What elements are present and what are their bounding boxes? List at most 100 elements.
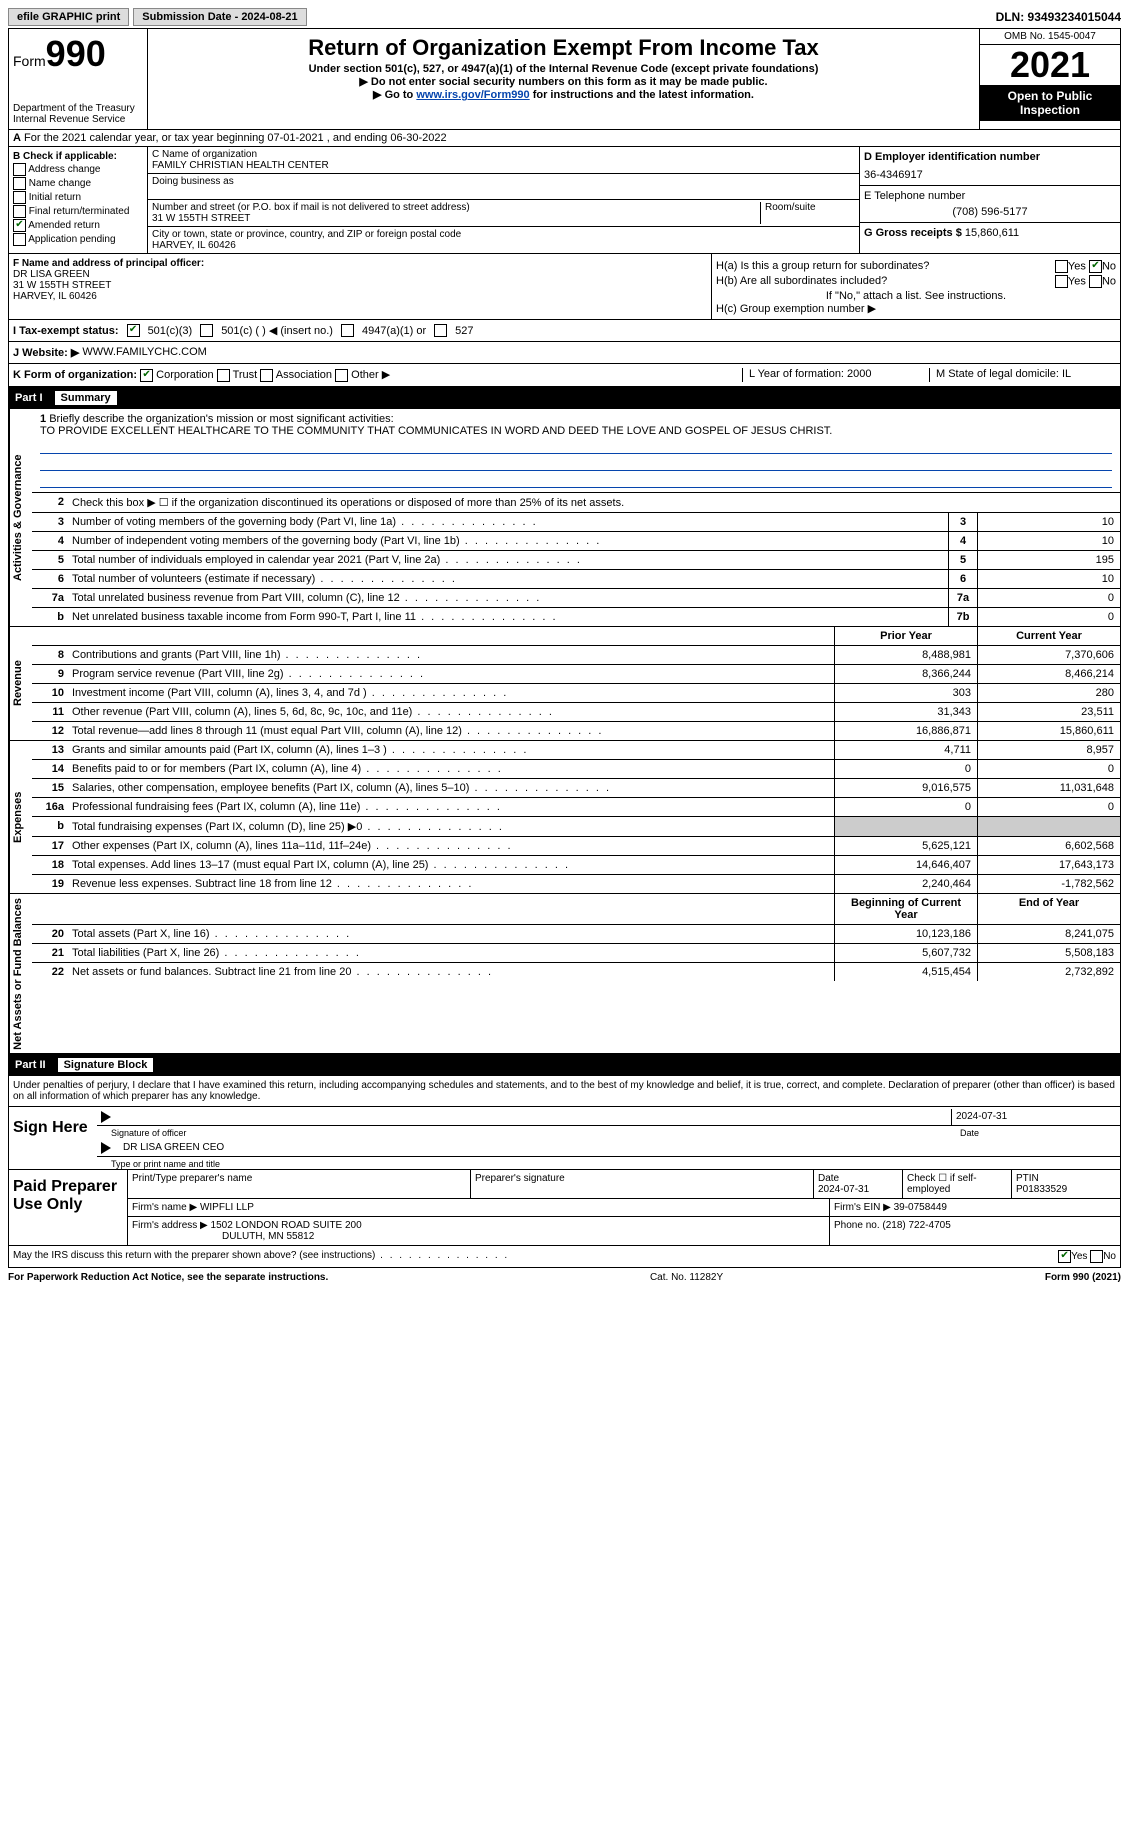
current-value: 23,511	[977, 703, 1120, 721]
col-b: B Check if applicable: Address change Na…	[9, 147, 148, 253]
current-value: 0	[977, 798, 1120, 816]
state-domicile: M State of legal domicile: IL	[929, 368, 1116, 382]
line-desc: Salaries, other compensation, employee b…	[68, 779, 834, 797]
line-desc: Total number of volunteers (estimate if …	[68, 570, 948, 588]
dba-label: Doing business as	[152, 176, 855, 187]
netassets-section: Net Assets or Fund Balances Beginning of…	[8, 894, 1121, 1055]
dln: DLN: 93493234015044	[996, 10, 1121, 24]
preparer-section: Paid Preparer Use Only Print/Type prepar…	[8, 1170, 1121, 1246]
line-desc: Total unrelated business revenue from Pa…	[68, 589, 948, 607]
line-desc: Number of voting members of the governin…	[68, 513, 948, 531]
prior-value: 8,488,981	[834, 646, 977, 664]
ha-yes-checkbox[interactable]	[1055, 260, 1068, 273]
line-box: 4	[948, 532, 977, 550]
hb-no-checkbox[interactable]	[1089, 275, 1102, 288]
line-desc: Total expenses. Add lines 13–17 (must eq…	[68, 856, 834, 874]
ein-label: D Employer identification number	[864, 151, 1116, 163]
revenue-vlabel: Revenue	[9, 627, 32, 740]
firm-addr1: 1502 LONDON ROAD SUITE 200	[211, 1220, 362, 1231]
form-header: Form990 Department of the Treasury Inter…	[8, 28, 1121, 130]
submission-date: Submission Date - 2024-08-21	[133, 8, 306, 26]
governance-section: Activities & Governance 1 Briefly descri…	[8, 409, 1121, 627]
part1-header: Part I Summary	[8, 387, 1121, 409]
discuss-yes-checkbox[interactable]	[1058, 1250, 1071, 1263]
applicable-checkbox[interactable]: Initial return	[13, 191, 143, 204]
hb-yes-checkbox[interactable]	[1055, 275, 1068, 288]
current-value: 15,860,611	[977, 722, 1120, 740]
corp-checkbox[interactable]	[140, 369, 153, 382]
line-box: 6	[948, 570, 977, 588]
line-desc: Total revenue—add lines 8 through 11 (mu…	[68, 722, 834, 740]
prior-value: 10,123,186	[834, 925, 977, 943]
501c3-checkbox[interactable]	[127, 324, 140, 337]
officer-sig-name: DR LISA GREEN CEO	[119, 1140, 1120, 1156]
gross-value: 15,860,611	[965, 227, 1019, 239]
applicable-checkbox[interactable]: Address change	[13, 163, 143, 176]
instruction-1: ▶ Do not enter social security numbers o…	[152, 75, 975, 88]
firm-ein: Firm's EIN ▶ 39-0758449	[830, 1199, 1120, 1216]
efile-button[interactable]: efile GRAPHIC print	[8, 8, 129, 26]
501c-checkbox[interactable]	[200, 324, 213, 337]
ha-no-checkbox[interactable]	[1089, 260, 1102, 273]
section-f-h: F Name and address of principal officer:…	[8, 254, 1121, 320]
discuss-no-checkbox[interactable]	[1090, 1250, 1103, 1263]
omb-number: OMB No. 1545-0047	[980, 29, 1120, 45]
line-desc: Total number of individuals employed in …	[68, 551, 948, 569]
officer-addr1: 31 W 155TH STREET	[13, 280, 111, 291]
other-checkbox[interactable]	[335, 369, 348, 382]
firm-name: WIPFLI LLP	[200, 1202, 254, 1213]
line-desc: Total assets (Part X, line 16)	[68, 925, 834, 943]
city-label: City or town, state or province, country…	[152, 229, 855, 240]
prior-value: 5,607,732	[834, 944, 977, 962]
expenses-section: Expenses 13Grants and similar amounts pa…	[8, 741, 1121, 894]
form-title: Return of Organization Exempt From Incom…	[152, 35, 975, 61]
4947-checkbox[interactable]	[341, 324, 354, 337]
current-value: 8,957	[977, 741, 1120, 759]
line-desc: Investment income (Part VIII, column (A)…	[68, 684, 834, 702]
current-value: -1,782,562	[977, 875, 1120, 893]
expenses-vlabel: Expenses	[9, 741, 32, 893]
applicable-checkbox[interactable]: Final return/terminated	[13, 205, 143, 218]
row-a: A For the 2021 calendar year, or tax yea…	[8, 130, 1121, 147]
line-box: 3	[948, 513, 977, 531]
assoc-checkbox[interactable]	[260, 369, 273, 382]
prior-value: 0	[834, 760, 977, 778]
applicable-checkbox[interactable]: Name change	[13, 177, 143, 190]
current-value: 6,602,568	[977, 837, 1120, 855]
current-value: 8,241,075	[977, 925, 1120, 943]
irs-link[interactable]: www.irs.gov/Form990	[416, 89, 529, 101]
line-desc: Number of independent voting members of …	[68, 532, 948, 550]
dept-label: Department of the Treasury Internal Reve…	[13, 103, 143, 125]
firm-phone: Phone no. (218) 722-4705	[830, 1217, 1120, 1245]
line-desc: Total fundraising expenses (Part IX, col…	[68, 817, 834, 836]
line-box: 7a	[948, 589, 977, 607]
current-value: 280	[977, 684, 1120, 702]
prior-value: 0	[834, 798, 977, 816]
current-value: 2,732,892	[977, 963, 1120, 981]
line-desc: Other revenue (Part VIII, column (A), li…	[68, 703, 834, 721]
line-desc: Program service revenue (Part VIII, line…	[68, 665, 834, 683]
arrow-icon	[101, 1142, 111, 1154]
prior-year-header: Prior Year	[834, 627, 977, 645]
applicable-checkbox[interactable]: Application pending	[13, 233, 143, 246]
prior-value: 9,016,575	[834, 779, 977, 797]
line-desc: Revenue less expenses. Subtract line 18 …	[68, 875, 834, 893]
room-label: Room/suite	[765, 202, 855, 213]
prior-value: 5,625,121	[834, 837, 977, 855]
addr-label: Number and street (or P.O. box if mail i…	[152, 202, 760, 213]
row-j: J Website: ▶ WWW.FAMILYCHC.COM	[8, 342, 1121, 364]
current-value: 7,370,606	[977, 646, 1120, 664]
page-footer: For Paperwork Reduction Act Notice, see …	[8, 1268, 1121, 1287]
phone-label: E Telephone number	[864, 190, 1116, 202]
line-desc: Other expenses (Part IX, column (A), lin…	[68, 837, 834, 855]
trust-checkbox[interactable]	[217, 369, 230, 382]
prior-value: 303	[834, 684, 977, 702]
line-value: 0	[977, 589, 1120, 607]
527-checkbox[interactable]	[434, 324, 447, 337]
current-value: 17,643,173	[977, 856, 1120, 874]
prior-value: 2,240,464	[834, 875, 977, 893]
line-desc: Contributions and grants (Part VIII, lin…	[68, 646, 834, 664]
applicable-checkbox[interactable]: Amended return	[13, 219, 143, 232]
part2-header: Part II Signature Block	[8, 1054, 1121, 1076]
hb-note: If "No," attach a list. See instructions…	[716, 290, 1116, 302]
